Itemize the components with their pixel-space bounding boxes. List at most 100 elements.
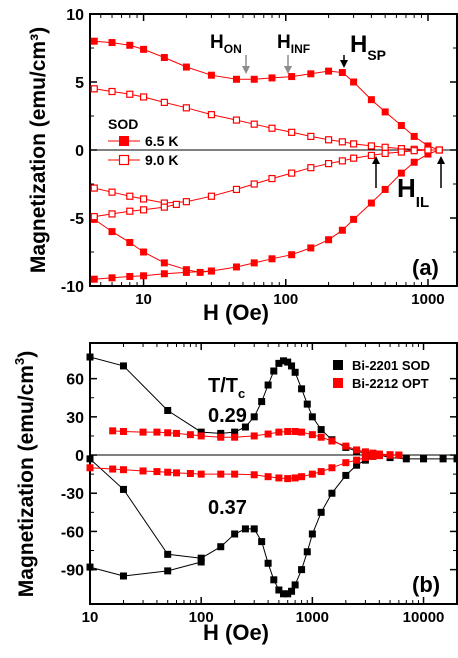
data-point-b-0 bbox=[270, 367, 278, 375]
data-point-a-0 bbox=[90, 37, 98, 45]
legend-label-bi2201: Bi-2201 SOD bbox=[352, 358, 430, 373]
data-point-a-0 bbox=[410, 158, 418, 166]
data-point-a-0 bbox=[325, 67, 333, 75]
series-line-b-0-2 bbox=[89, 561, 202, 577]
data-point-a-0 bbox=[307, 244, 315, 252]
data-point-a-0 bbox=[126, 41, 134, 49]
data-point-b-0 bbox=[353, 461, 361, 469]
legend-marker-bi2212 bbox=[333, 378, 343, 388]
data-point-a-0 bbox=[325, 236, 333, 244]
y-tick-label: 0 bbox=[75, 143, 84, 160]
data-point-b-1 bbox=[197, 470, 205, 478]
data-point-a-1 bbox=[250, 120, 258, 128]
data-point-b-1 bbox=[164, 468, 172, 476]
data-point-b-0 bbox=[284, 590, 292, 598]
data-point-a-0 bbox=[160, 54, 168, 62]
data-point-b-0 bbox=[453, 455, 458, 463]
data-point-a-0 bbox=[424, 150, 432, 158]
data-point-b-1 bbox=[395, 451, 403, 459]
data-point-b-0 bbox=[258, 398, 266, 406]
data-point-b-1 bbox=[217, 433, 225, 441]
data-point-b-0 bbox=[264, 381, 272, 389]
data-point-b-1 bbox=[186, 470, 194, 477]
data-point-b-1 bbox=[153, 428, 161, 436]
data-point-a-1 bbox=[182, 104, 190, 112]
data-point-b-0 bbox=[217, 543, 225, 551]
data-point-b-1 bbox=[353, 446, 361, 454]
data-point-b-0 bbox=[86, 353, 94, 361]
data-point-b-0 bbox=[241, 525, 249, 533]
data-point-b-1 bbox=[197, 432, 205, 440]
data-point-a-0 bbox=[350, 78, 358, 86]
data-point-a-0 bbox=[232, 263, 240, 271]
data-point-b-1 bbox=[353, 456, 361, 464]
y-tick-label: 0 bbox=[75, 448, 84, 465]
data-point-b-0 bbox=[275, 359, 283, 367]
data-point-a-1 bbox=[182, 198, 190, 206]
data-point-a-0 bbox=[381, 108, 389, 116]
x-tick-label: 10000 bbox=[403, 609, 445, 626]
data-point-b-1 bbox=[328, 437, 336, 445]
data-point-b-1 bbox=[369, 452, 377, 460]
data-point-b-0 bbox=[291, 581, 299, 589]
data-point-b-0 bbox=[328, 489, 336, 497]
data-point-a-0 bbox=[160, 270, 168, 278]
y-tick-label: 5 bbox=[75, 75, 84, 92]
data-point-a-1 bbox=[324, 136, 333, 144]
legend-label-9-0k: 9.0 K bbox=[145, 152, 178, 168]
data-point-a-0 bbox=[108, 228, 116, 236]
data-point-b-0 bbox=[342, 471, 350, 479]
data-point-b-1 bbox=[231, 470, 239, 478]
legend-marker-9-0k bbox=[118, 154, 130, 166]
legend-marker-6-5k bbox=[119, 136, 129, 146]
data-point-b-1 bbox=[291, 427, 299, 435]
data-point-b-0 bbox=[86, 563, 94, 571]
y-tick-label: 60 bbox=[66, 372, 84, 389]
data-point-a-1 bbox=[350, 140, 358, 148]
series-line-b-1-1 bbox=[89, 454, 399, 480]
data-point-b-1 bbox=[217, 470, 225, 478]
x-tick-label: 10 bbox=[135, 291, 152, 308]
data-point-a-1 bbox=[160, 98, 168, 107]
h-il-arrowhead-1 bbox=[372, 156, 380, 164]
data-point-b-0 bbox=[308, 413, 316, 421]
data-point-b-1 bbox=[284, 427, 292, 435]
h-inf-arrowhead bbox=[284, 66, 292, 74]
h-inf-label: HINF bbox=[277, 32, 310, 56]
data-point-b-1 bbox=[173, 469, 181, 477]
data-point-b-1 bbox=[291, 474, 299, 482]
panel-b-y-axis-label: Magnetization (emu/cm3) bbox=[12, 351, 38, 597]
data-point-b-1 bbox=[342, 442, 350, 450]
panel-b-x-axis-label: H (Oe) bbox=[203, 620, 269, 645]
data-point-a-1 bbox=[126, 192, 134, 200]
panel-b-label: (b) bbox=[412, 572, 440, 597]
panel-b-legend: Bi-2201 SOD Bi-2212 OPT bbox=[333, 358, 430, 391]
data-point-a-0 bbox=[268, 255, 276, 263]
data-point-b-1 bbox=[86, 464, 94, 472]
data-point-b-1 bbox=[250, 471, 258, 479]
data-point-b-0 bbox=[241, 423, 249, 431]
data-point-a-0 bbox=[288, 251, 296, 259]
data-point-a-0 bbox=[207, 71, 215, 79]
data-point-a-0 bbox=[338, 226, 346, 234]
data-point-b-0 bbox=[264, 559, 272, 567]
data-point-a-1 bbox=[232, 116, 241, 124]
data-point-b-0 bbox=[197, 558, 205, 566]
legend-label-bi2212: Bi-2212 OPT bbox=[352, 376, 429, 391]
data-point-b-1 bbox=[361, 448, 369, 456]
data-point-b-1 bbox=[264, 430, 272, 438]
data-point-b-1 bbox=[308, 431, 316, 439]
data-point-a-0 bbox=[424, 142, 432, 150]
data-point-a-1 bbox=[338, 138, 346, 146]
data-point-b-0 bbox=[231, 428, 239, 436]
y-tick-label: -30 bbox=[61, 486, 84, 503]
t-over-tc-label: T/Tc bbox=[208, 375, 245, 401]
data-point-a-1 bbox=[207, 192, 216, 200]
data-point-b-1 bbox=[139, 428, 147, 436]
data-point-a-1 bbox=[232, 185, 241, 194]
data-point-b-1 bbox=[328, 464, 336, 472]
data-point-a-1 bbox=[367, 142, 375, 150]
data-point-a-1 bbox=[139, 206, 148, 214]
data-point-a-1 bbox=[367, 151, 375, 160]
panel-a-series-markers bbox=[90, 37, 443, 283]
